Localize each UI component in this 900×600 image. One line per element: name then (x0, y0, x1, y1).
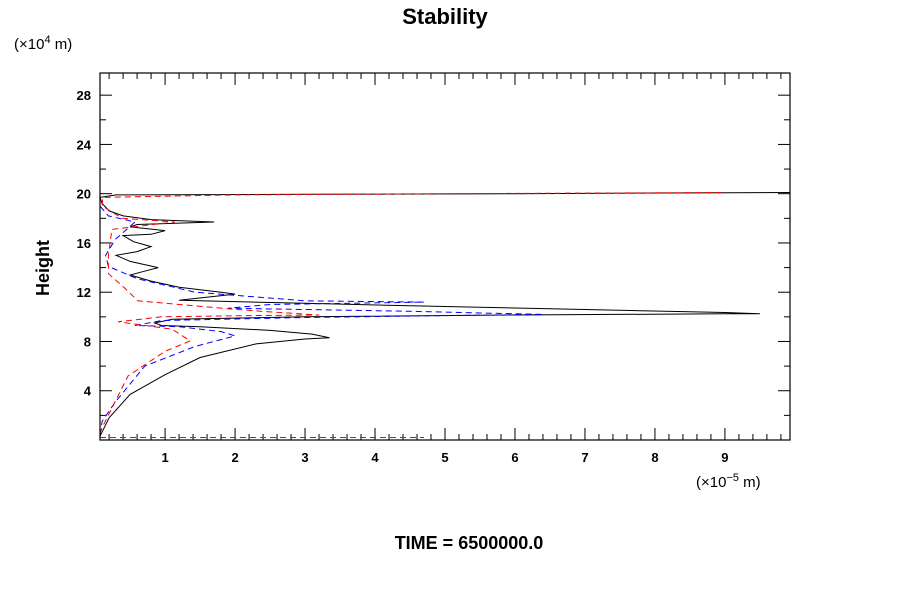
time-footer: TIME = 6500000.0 (395, 533, 544, 553)
x-tick-label: 1 (161, 450, 168, 465)
x-tick-label: 5 (441, 450, 448, 465)
x-tick-label: 2 (231, 450, 238, 465)
chart-title: Stability (402, 4, 488, 29)
y-tick-label: 16 (77, 236, 91, 251)
y-axis-label: Height (33, 240, 53, 296)
x-tick-label: 7 (581, 450, 588, 465)
x-tick-label: 9 (721, 450, 728, 465)
y-tick-label: 20 (77, 187, 91, 202)
x-tick-label: 3 (301, 450, 308, 465)
y-tick-label: 8 (84, 334, 91, 349)
series-black-solid (99, 192, 791, 437)
x-axis-unit: (×10−5 m) (696, 472, 761, 491)
y-tick-label: 4 (84, 384, 92, 399)
series-blue-dashed (99, 198, 544, 436)
y-tick-label: 28 (77, 88, 91, 103)
plot-frame (99, 72, 791, 441)
series-red-dashed (99, 192, 725, 434)
x-tick-label: 4 (371, 450, 379, 465)
y-axis-unit: (×104 m) (14, 34, 72, 53)
x-tick-label: 6 (511, 450, 518, 465)
y-tick-label: 12 (77, 285, 91, 300)
x-tick-label: 8 (651, 450, 658, 465)
y-tick-label: 24 (77, 137, 92, 152)
